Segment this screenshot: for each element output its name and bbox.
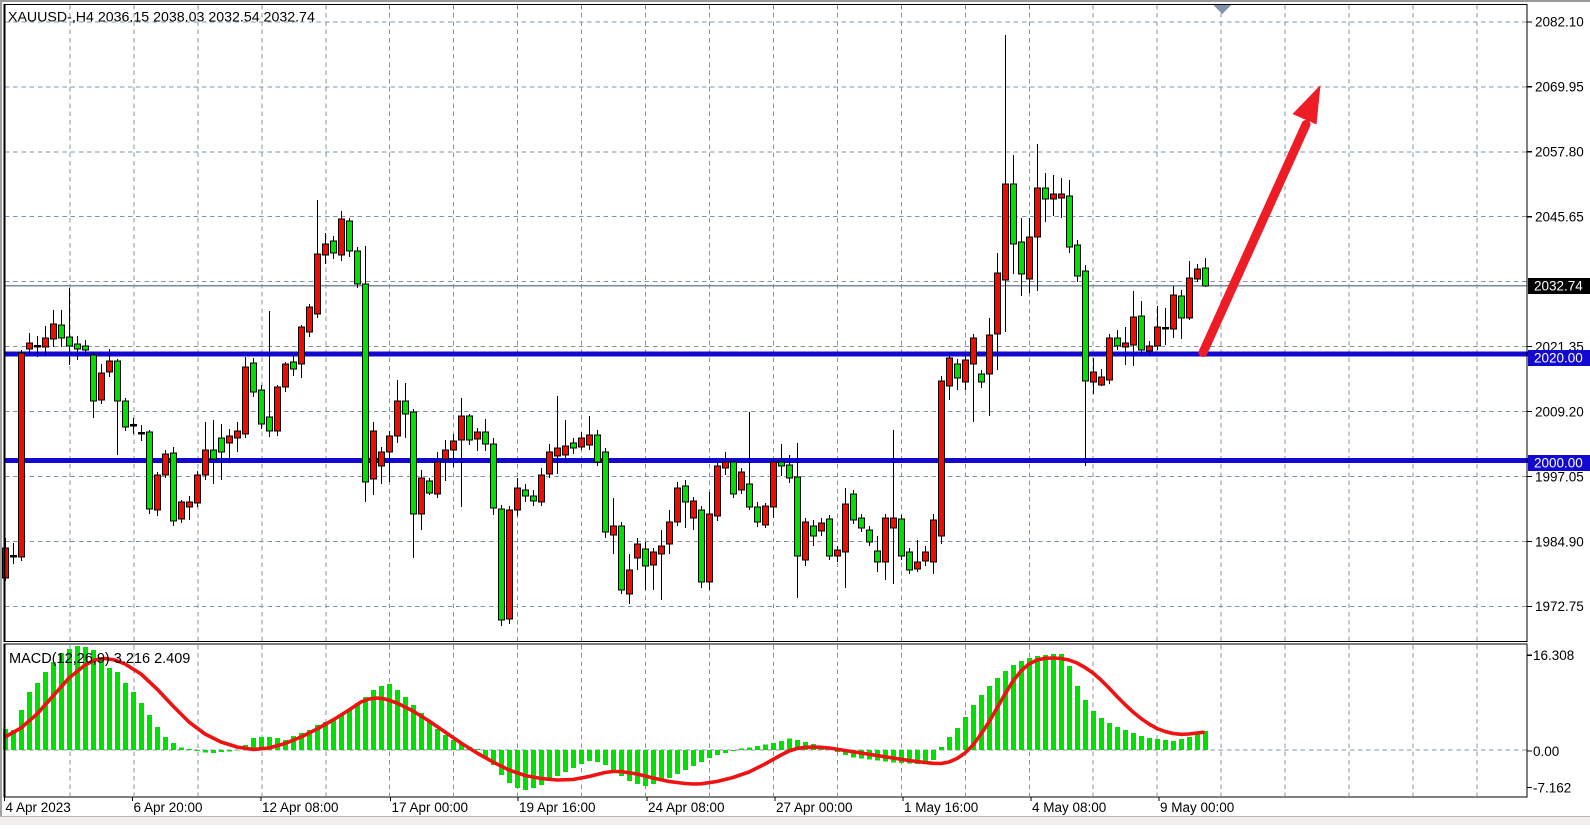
svg-text:12 Apr 08:00: 12 Apr 08:00 [262, 800, 339, 815]
svg-text:2045.65: 2045.65 [1535, 210, 1584, 225]
svg-text:4 May 08:00: 4 May 08:00 [1032, 800, 1106, 815]
svg-text:2069.95: 2069.95 [1535, 80, 1584, 95]
svg-text:0.00: 0.00 [1533, 744, 1559, 759]
svg-text:1997.05: 1997.05 [1535, 469, 1584, 484]
svg-text:16.308: 16.308 [1533, 648, 1574, 663]
svg-text:2009.20: 2009.20 [1535, 404, 1584, 419]
svg-text:17 Apr 00:00: 17 Apr 00:00 [392, 800, 469, 815]
svg-text:XAUUSD-,H4 2036.15 2038.03 20: XAUUSD-,H4 2036.15 2038.03 2032.54 2032.… [8, 10, 315, 26]
svg-text:2020.00: 2020.00 [1534, 351, 1583, 366]
svg-text:2000.00: 2000.00 [1534, 456, 1583, 471]
svg-text:6 Apr 20:00: 6 Apr 20:00 [134, 800, 203, 815]
svg-text:1 May 16:00: 1 May 16:00 [904, 800, 978, 815]
svg-text:4 Apr 2023: 4 Apr 2023 [6, 800, 71, 815]
svg-text:19 Apr 16:00: 19 Apr 16:00 [519, 800, 596, 815]
svg-text:1972.75: 1972.75 [1535, 599, 1584, 614]
svg-text:2032.74: 2032.74 [1534, 278, 1583, 293]
svg-text:MACD(12,26,9) 3.216 2.409: MACD(12,26,9) 3.216 2.409 [9, 651, 190, 667]
svg-text:2057.80: 2057.80 [1535, 145, 1584, 160]
svg-text:2082.10: 2082.10 [1535, 15, 1584, 30]
svg-text:-7.162: -7.162 [1533, 780, 1571, 795]
svg-text:9 May 00:00: 9 May 00:00 [1160, 800, 1234, 815]
svg-text:27 Apr 00:00: 27 Apr 00:00 [776, 800, 853, 815]
svg-text:1984.90: 1984.90 [1535, 534, 1584, 549]
svg-text:24 Apr 08:00: 24 Apr 08:00 [648, 800, 725, 815]
